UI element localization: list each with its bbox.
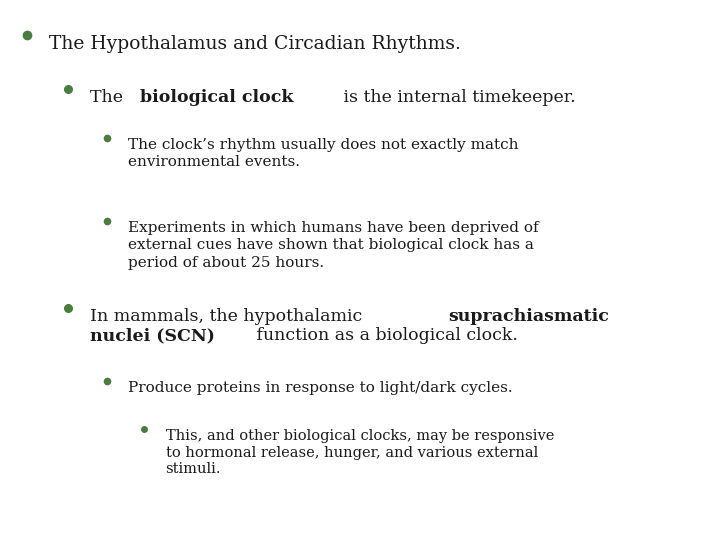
Text: stimuli.: stimuli.	[166, 462, 221, 476]
Text: function as a biological clock.: function as a biological clock.	[251, 327, 518, 344]
Text: period of about 25 hours.: period of about 25 hours.	[128, 255, 324, 269]
Text: to hormonal release, hunger, and various external: to hormonal release, hunger, and various…	[166, 446, 538, 460]
Text: suprachiasmatic: suprachiasmatic	[449, 308, 609, 325]
Text: Produce proteins in response to light/dark cycles.: Produce proteins in response to light/da…	[128, 381, 513, 395]
Text: This, and other biological clocks, may be responsive: This, and other biological clocks, may b…	[166, 429, 554, 443]
Text: The clock’s rhythm usually does not exactly match: The clock’s rhythm usually does not exac…	[128, 138, 518, 152]
Text: The Hypothalamus and Circadian Rhythms.: The Hypothalamus and Circadian Rhythms.	[49, 35, 461, 53]
Text: The: The	[90, 89, 128, 106]
Text: In mammals, the hypothalamic: In mammals, the hypothalamic	[90, 308, 368, 325]
Text: is the internal timekeeper.: is the internal timekeeper.	[338, 89, 575, 106]
Text: external cues have shown that biological clock has a: external cues have shown that biological…	[128, 239, 534, 253]
Text: nuclei (SCN): nuclei (SCN)	[90, 327, 215, 344]
Text: biological clock: biological clock	[140, 89, 293, 106]
Text: Experiments in which humans have been deprived of: Experiments in which humans have been de…	[128, 221, 539, 235]
Text: environmental events.: environmental events.	[128, 155, 300, 168]
